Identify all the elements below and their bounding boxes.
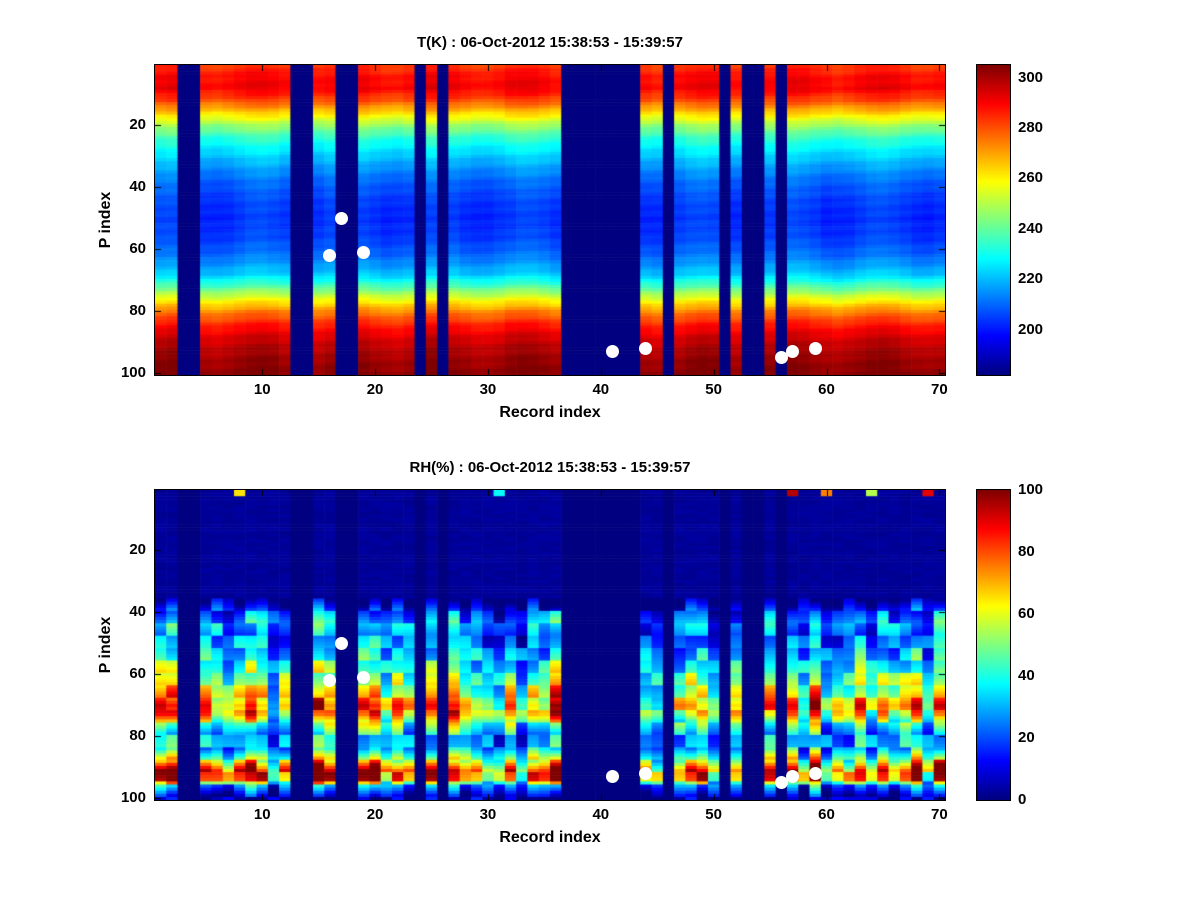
colorbar-tick-label: 280: [1018, 119, 1044, 136]
temperature-heatmap-canvas: [154, 64, 946, 376]
y-tick-label: 100: [120, 364, 146, 382]
white-gap-marker: [357, 671, 371, 685]
white-gap-marker: [605, 345, 619, 359]
white-gap-marker: [639, 767, 653, 781]
x-tick-label: 30: [479, 806, 497, 823]
white-gap-marker: [774, 776, 788, 790]
white-gap-marker: [323, 249, 337, 263]
x-tick-label: 40: [592, 806, 610, 823]
white-gap-marker: [334, 636, 348, 650]
x-tick-label: 10: [253, 381, 271, 398]
x-tick-label: 70: [931, 381, 948, 398]
humidity-colorbar-canvas: [976, 489, 1011, 801]
colorbar-tick-label: 60: [1018, 605, 1035, 622]
colorbar-tick-label: 80: [1018, 543, 1035, 560]
y-tick-label: 100: [120, 789, 146, 807]
colorbar-tick-label: 0: [1018, 791, 1027, 808]
y-tick-label: 40: [129, 178, 146, 196]
white-gap-marker: [323, 674, 337, 688]
temperature-colorbar-canvas: [976, 64, 1011, 376]
humidity-chart: RH(%) : 06-Oct-2012 15:38:53 - 15:39:57 …: [0, 425, 1200, 875]
colorbar-tick-label: 200: [1018, 320, 1044, 338]
x-tick-label: 50: [705, 806, 722, 823]
white-gap-marker: [808, 342, 822, 356]
y-tick-label: 80: [129, 302, 146, 320]
humidity-x-axis-label: Record index: [499, 829, 601, 846]
x-tick-label: 60: [818, 806, 835, 823]
colorbar-tick-label: 100: [1018, 481, 1044, 498]
x-tick-label: 20: [366, 381, 384, 398]
white-gap-marker: [808, 767, 822, 781]
x-tick-label: 20: [366, 806, 384, 823]
y-tick-label: 60: [129, 240, 146, 258]
temperature-chart-title: T(K) : 06-Oct-2012 15:38:53 - 15:39:57: [417, 34, 683, 51]
colorbar-tick-label: 220: [1018, 270, 1044, 288]
x-tick-label: 30: [479, 381, 497, 398]
humidity-chart-title: RH(%) : 06-Oct-2012 15:38:53 - 15:39:57: [409, 459, 691, 476]
x-tick-label: 50: [705, 381, 722, 398]
y-tick-label: 40: [129, 603, 146, 621]
x-tick-label: 10: [253, 806, 271, 823]
white-gap-marker: [334, 211, 348, 225]
y-tick-label: 20: [129, 541, 146, 559]
white-gap-marker: [786, 770, 800, 784]
colorbar-tick-label: 300: [1018, 68, 1044, 86]
x-tick-label: 60: [818, 381, 835, 398]
temperature-x-axis-label: Record index: [499, 404, 601, 421]
humidity-heatmap-canvas: [154, 489, 946, 801]
y-tick-label: 60: [129, 665, 146, 683]
white-gap-marker: [774, 351, 788, 365]
colorbar-tick-label: 20: [1018, 729, 1035, 746]
colorbar-tick-label: 40: [1018, 667, 1035, 684]
white-gap-marker: [786, 345, 800, 359]
white-gap-marker: [357, 246, 371, 260]
x-tick-label: 40: [592, 381, 610, 398]
white-gap-marker: [639, 342, 653, 356]
y-tick-label: 20: [129, 116, 146, 134]
x-tick-label: 70: [931, 806, 948, 823]
colorbar-tick-label: 240: [1018, 219, 1044, 237]
y-tick-label: 80: [129, 727, 146, 745]
white-gap-marker: [605, 770, 619, 784]
colorbar-tick-label: 260: [1018, 169, 1044, 187]
temperature-chart: T(K) : 06-Oct-2012 15:38:53 - 15:39:57 P…: [97, 34, 1044, 421]
